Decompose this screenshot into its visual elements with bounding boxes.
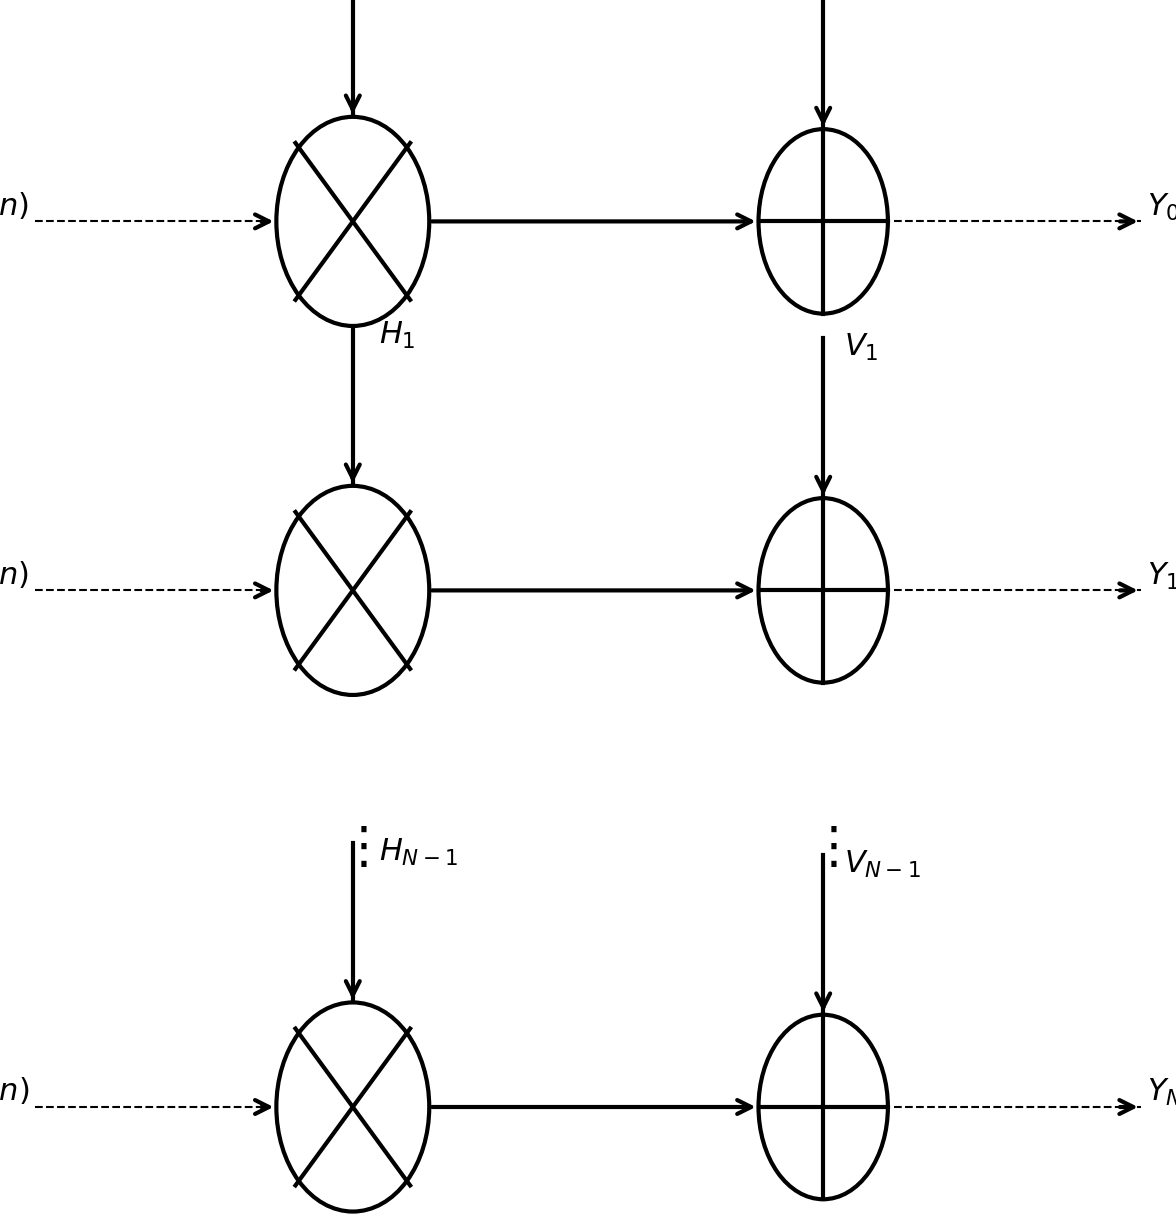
Text: $\vdots$: $\vdots$: [338, 824, 368, 873]
Text: $H_1$: $H_1$: [379, 320, 415, 351]
Ellipse shape: [276, 1002, 429, 1212]
Text: $X_0(n)$: $X_0(n)$: [0, 191, 29, 223]
Text: $Y_{N-1}(n)$: $Y_{N-1}(n)$: [1147, 1076, 1176, 1108]
Ellipse shape: [276, 117, 429, 326]
Text: $\vdots$: $\vdots$: [808, 824, 838, 873]
Ellipse shape: [759, 129, 888, 314]
Text: $Y_1(n)$: $Y_1(n)$: [1147, 560, 1176, 592]
Text: $X_{N-1}(n)$: $X_{N-1}(n)$: [0, 1076, 29, 1108]
Text: $X_1(n)$: $X_1(n)$: [0, 560, 29, 592]
Text: $Y_0(n)$: $Y_0(n)$: [1147, 191, 1176, 223]
Text: $V_{N-1}$: $V_{N-1}$: [844, 849, 921, 879]
Ellipse shape: [276, 486, 429, 695]
Text: $V_1$: $V_1$: [844, 332, 878, 363]
Text: $H_{N-1}$: $H_{N-1}$: [379, 836, 457, 867]
Ellipse shape: [759, 498, 888, 683]
Ellipse shape: [759, 1015, 888, 1199]
